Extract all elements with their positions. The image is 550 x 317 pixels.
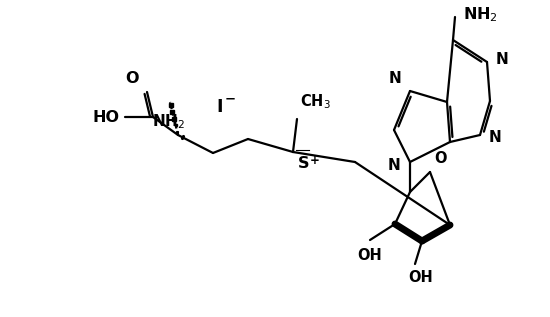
Text: CH$_3$: CH$_3$ xyxy=(300,92,331,111)
Text: OH: OH xyxy=(409,270,433,285)
Text: N: N xyxy=(489,131,502,146)
Text: N: N xyxy=(387,158,400,172)
Text: O: O xyxy=(125,71,139,86)
Text: OH: OH xyxy=(358,248,382,263)
Text: I: I xyxy=(217,98,223,116)
Text: HO: HO xyxy=(92,109,119,125)
Text: NH$_2$: NH$_2$ xyxy=(151,112,184,131)
Text: −: − xyxy=(224,93,235,106)
Text: NH$_2$: NH$_2$ xyxy=(463,6,498,24)
Text: S: S xyxy=(298,156,310,171)
Text: +: + xyxy=(310,154,320,167)
Text: N: N xyxy=(496,51,509,67)
Text: N: N xyxy=(388,71,401,86)
Text: O: O xyxy=(434,151,447,166)
